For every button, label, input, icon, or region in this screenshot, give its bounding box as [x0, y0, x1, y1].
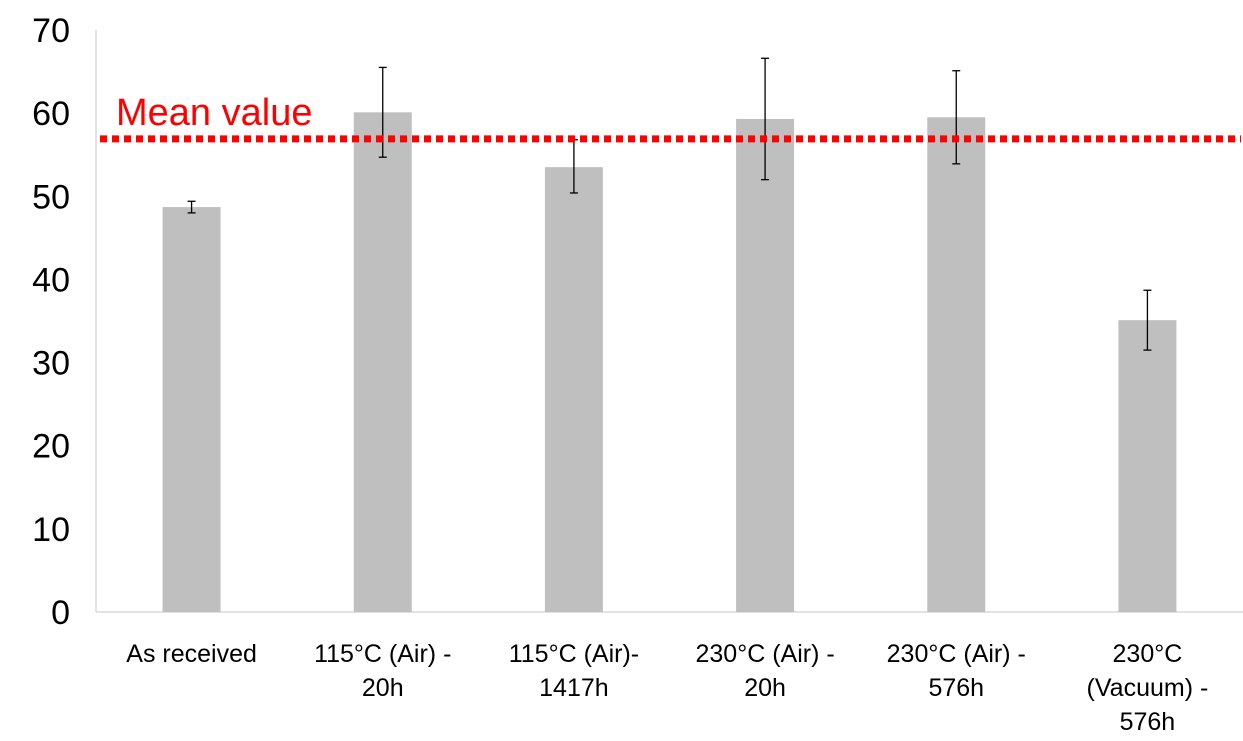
reference-line-layer: Mean value	[100, 92, 1241, 143]
x-tick-label: 230°C (Air) -20h	[695, 640, 834, 702]
x-tick-label: 115°C (Air)-1417h	[509, 640, 639, 702]
error-bar	[1143, 289, 1152, 351]
bar	[544, 167, 603, 612]
y-tick-label: 70	[32, 12, 70, 50]
y-tick-label: 60	[32, 95, 70, 133]
x-tick-label: 115°C (Air) -20h	[314, 640, 451, 702]
axis-layer: 0 10 20 30 40 50 60 70	[32, 12, 1243, 632]
mean-value-label: Mean value	[116, 92, 312, 134]
x-tick-label: As received	[126, 640, 257, 668]
bar	[736, 118, 795, 612]
bar	[1118, 320, 1177, 612]
error-bar	[187, 200, 196, 214]
x-tick-label: 230°C (Air) -576h	[887, 640, 1026, 702]
bar	[927, 117, 986, 613]
y-tick-label: 30	[32, 345, 70, 383]
error-bar	[761, 57, 770, 181]
bar-layer	[162, 112, 1177, 613]
bar	[353, 112, 412, 612]
error-bar	[952, 70, 961, 165]
label-layer: As received 115°C (Air) -20h 115°C (Air)-1…	[126, 640, 1208, 736]
y-tick-label: 10	[32, 511, 70, 549]
error-bar-layer	[187, 57, 1152, 351]
x-tick-label: 230°C (Vacuum) -576h	[1087, 640, 1209, 736]
bar	[162, 207, 221, 612]
y-tick-label: 20	[32, 428, 70, 466]
y-tick-label: 0	[51, 594, 70, 632]
y-tick-label: 40	[32, 261, 70, 299]
y-tick-label: 50	[32, 178, 70, 216]
